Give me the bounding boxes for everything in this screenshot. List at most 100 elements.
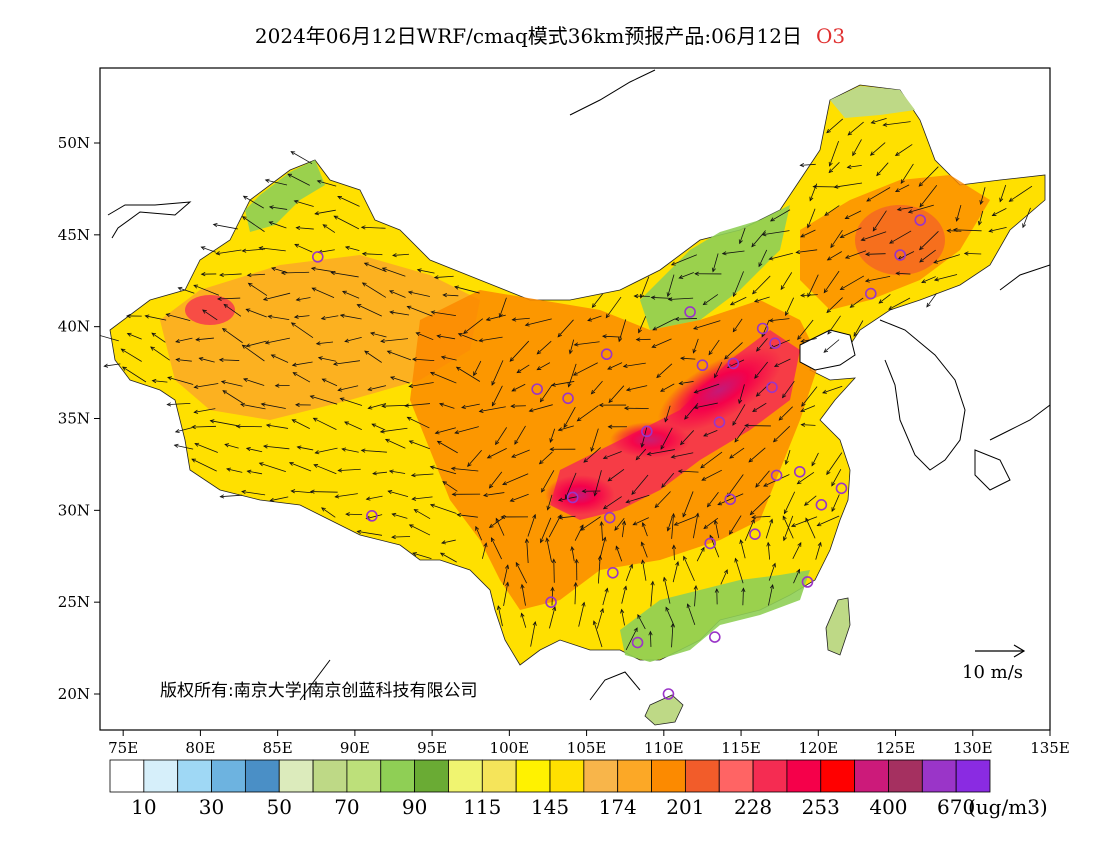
wind-arrow-head <box>520 583 525 589</box>
colorbar-label: 10 <box>131 795 156 819</box>
wind-arrow-head <box>309 395 315 400</box>
wind-arrow-head <box>918 245 924 251</box>
wind-arrow <box>650 581 654 607</box>
map-frame <box>99 67 1051 731</box>
wind-arrow-head <box>367 405 373 410</box>
lon-tick-label: 95E <box>417 739 447 757</box>
wind-arrow-head <box>173 443 179 448</box>
wind-arrow <box>291 490 313 494</box>
wind-arrow <box>989 226 1007 232</box>
wind-arrow-head <box>590 389 596 395</box>
wind-arrow-head <box>223 303 229 309</box>
lon-tick-label: 125E <box>876 739 916 757</box>
coastline-russia <box>569 69 1050 291</box>
wind-arrow-head <box>646 451 652 456</box>
wind-arrow-head <box>768 256 774 261</box>
lat-tick-label: 25N <box>58 593 90 611</box>
wind-arrow-head <box>666 526 671 532</box>
wind-arrow-head <box>748 458 754 463</box>
coastline-vietnam <box>299 659 641 701</box>
wind-arrow-head <box>391 534 396 540</box>
wind-arrow-head <box>800 293 805 298</box>
wind-arrow <box>390 376 410 384</box>
wind-arrow-head <box>839 286 845 291</box>
wind-arrow-head <box>456 513 462 518</box>
wind-arrow <box>574 524 584 541</box>
wind-arrow <box>313 417 337 430</box>
wind-arrow-head <box>706 502 712 508</box>
wind-arrow-head <box>209 419 215 424</box>
wind-arrow-head <box>799 163 805 168</box>
wind-arrow <box>540 517 552 543</box>
wind-arrow-head <box>822 389 827 394</box>
wind-arrow-head <box>177 286 183 291</box>
wind-arrow-head <box>345 512 350 517</box>
wind-arrow <box>226 468 243 473</box>
wind-arrow <box>919 231 939 250</box>
wind-arrow <box>900 163 914 184</box>
wind-arrow <box>370 332 387 338</box>
lat-tick-label: 35N <box>58 410 90 428</box>
wind-arrow <box>265 179 288 186</box>
wind-arrow <box>271 354 289 363</box>
wind-arrow <box>261 403 286 409</box>
wind-arrow-head <box>671 544 677 550</box>
wind-arrow-head <box>215 251 221 256</box>
wind-arrow-head <box>633 627 638 633</box>
wind-arrow-head <box>454 430 460 435</box>
wind-arrow <box>196 337 214 341</box>
wind-arrow-head <box>549 447 555 452</box>
wind-arrow <box>660 383 675 392</box>
wind-arrow <box>647 449 675 455</box>
lon-tick-label: 120E <box>798 739 838 757</box>
wind-arrow-head <box>379 429 385 434</box>
wind-arrow <box>674 516 697 526</box>
wind-arrow <box>870 142 886 156</box>
wind-arrow <box>192 425 217 428</box>
wind-arrow <box>852 139 862 156</box>
wind-arrow-head <box>583 458 588 463</box>
wind-arrow-head <box>293 199 299 204</box>
wind-arrow-head <box>680 356 685 361</box>
wind-arrow-head <box>371 423 377 428</box>
wind-reference: 10 m/s <box>962 644 1026 683</box>
wind-arrow <box>727 359 745 368</box>
wind-arrow-head <box>416 268 422 273</box>
wind-arrow <box>526 539 529 564</box>
wind-arrow-head <box>889 239 894 244</box>
wind-arrow <box>558 425 574 431</box>
wind-arrow <box>457 514 478 518</box>
wind-arrow-head <box>831 481 836 487</box>
wind-arrow <box>641 542 648 558</box>
wind-arrow-head <box>433 275 439 280</box>
wind-arrow-head <box>573 581 578 587</box>
city-marker <box>756 322 769 335</box>
wind-arrow-head <box>221 328 227 333</box>
lon-tick-label: 80E <box>185 739 215 757</box>
wind-arrow <box>817 515 840 526</box>
city-marker <box>749 528 761 541</box>
wind-arrow-head <box>714 373 718 379</box>
wind-arrow <box>682 491 694 517</box>
wind-arrow <box>671 254 697 266</box>
wind-arrow-head <box>191 458 197 463</box>
wind-arrow <box>380 427 408 433</box>
wind-arrow <box>765 519 773 539</box>
wind-arrow <box>605 296 622 318</box>
wind-arrow <box>569 339 575 354</box>
wind-arrow-head <box>865 252 870 257</box>
wind-arrow <box>1009 185 1033 202</box>
wind-arrow <box>947 230 962 232</box>
wind-arrow-head <box>457 332 463 337</box>
wind-arrow-head <box>895 188 900 192</box>
wind-arrow-head <box>591 303 597 309</box>
wind-arrow <box>934 274 958 281</box>
wind-arrow-head <box>581 601 586 607</box>
wind-arrow-head <box>332 361 338 366</box>
wind-arrow <box>559 515 576 519</box>
wind-arrow <box>834 182 863 188</box>
wind-arrow <box>167 403 191 406</box>
city-marker <box>641 425 653 438</box>
wind-arrow-head <box>344 338 350 343</box>
wind-arrow <box>679 272 694 279</box>
